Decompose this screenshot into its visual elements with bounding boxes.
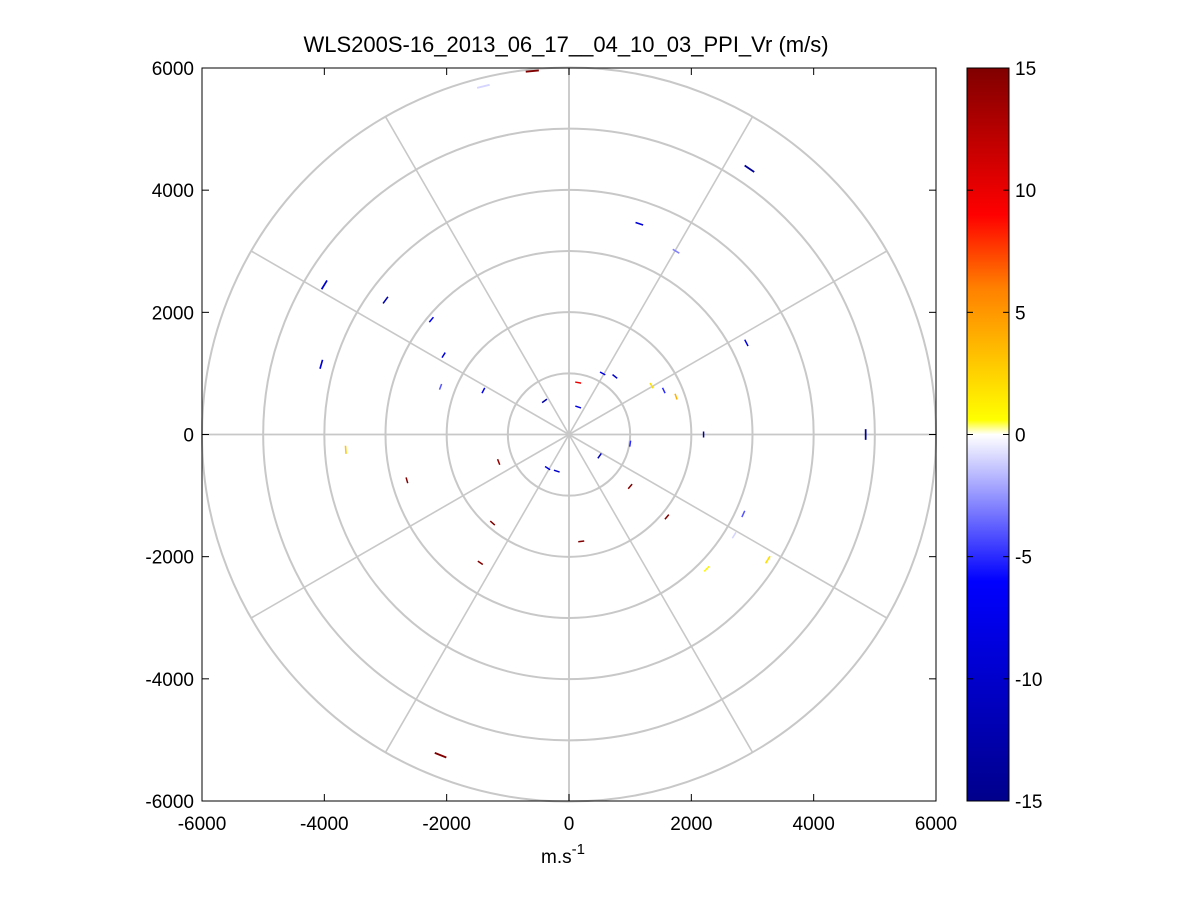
y-tick-label: -2000 [145,548,194,569]
data-point [544,465,551,471]
data-point [428,316,435,323]
colorbar-ticks [967,67,1009,802]
data-point [731,531,737,539]
colorbar [966,67,1010,802]
colorbar-tick-label: 5 [1015,303,1026,324]
data-point [612,374,618,379]
data-point [553,469,560,473]
colorbar-tick-label: 10 [1015,181,1036,202]
data-point [319,359,324,369]
data-point [405,477,409,484]
y-tick-label: -6000 [145,792,194,813]
data-point [764,555,771,564]
y-tick-label: -4000 [145,670,194,691]
x-axis-label-base: m.s [541,847,572,868]
data-point [597,452,602,459]
data-point [664,514,670,520]
data-point [575,405,582,409]
data-point [476,83,490,89]
grid-spoke [250,433,570,619]
data-point [703,565,710,572]
data-point [741,510,746,518]
data-point [672,248,680,254]
data-point [489,520,496,526]
data-point [541,398,548,404]
colorbar-tick-label: 0 [1015,426,1026,447]
data-point [496,458,501,466]
data-point [674,393,678,400]
grid-spoke [568,250,888,436]
data-point [627,483,633,490]
data-point [481,387,486,394]
data-point [575,381,582,384]
y-tick-labels: 6000 4000 2000 0 -2000 -4000 -6000 [145,59,194,813]
data-point [635,221,644,226]
grid-spoke [384,116,570,435]
data-point [744,339,749,347]
data-point [628,440,632,447]
y-tick-label: 0 [183,426,194,447]
data-point [744,164,755,173]
grid-spoke [568,116,754,435]
x-tick-labels: -6000 -4000 -2000 0 2000 4000 6000 [178,814,957,835]
grid-spoke [384,434,570,753]
data-point [434,752,447,759]
x-tick-label: 0 [564,814,575,835]
grid-spoke [250,250,570,436]
data-point [344,445,347,454]
chart-title: WLS200S-16_2013_06_17__04_10_03_PPI_Vr (… [303,32,828,57]
data-point [441,352,446,359]
x-tick-label: 4000 [793,814,835,835]
data-point [382,296,389,304]
grid-spoke [568,433,888,619]
x-tick-label: 6000 [915,814,957,835]
x-tick-label: -4000 [300,814,349,835]
data-point [477,560,484,566]
grid-spoke [568,434,754,753]
data-points [319,69,867,759]
x-axis-label-superscript: -1 [572,841,585,858]
x-tick-label: -6000 [178,814,227,835]
colorbar-tick-labels: 15 10 5 0 -5 -10 -15 [1015,59,1042,813]
colorbar-tick-label: -15 [1015,792,1042,813]
data-point [438,383,443,390]
y-tick-label: 4000 [152,181,194,202]
y-tick-label: 6000 [152,59,194,80]
axis-ticks [201,67,937,802]
data-point [661,387,666,394]
x-tick-label: 2000 [670,814,712,835]
data-point [599,371,606,376]
data-point [320,279,328,290]
y-tick-label: 2000 [152,303,194,324]
x-tick-label: -2000 [422,814,471,835]
x-axis-label: m.s-1 [541,841,585,868]
colorbar-tick-label: 15 [1015,59,1036,80]
data-point [649,382,654,389]
data-point [525,69,539,73]
colorbar-tick-label: -10 [1015,670,1042,691]
data-point [578,540,585,543]
colorbar-tick-label: -5 [1015,548,1032,569]
